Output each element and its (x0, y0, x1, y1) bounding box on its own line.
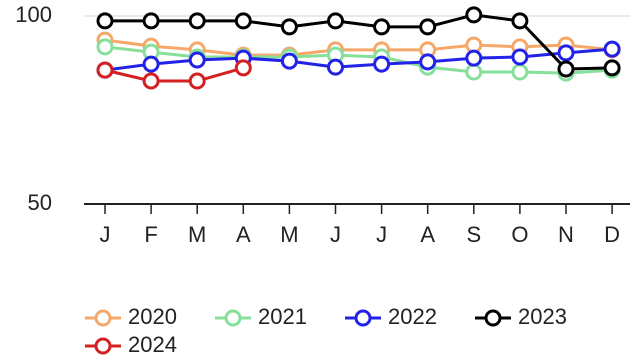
legend-label: 2020 (128, 304, 177, 329)
data-point (419, 18, 437, 36)
data-point (188, 12, 206, 30)
x-tick-label: F (144, 222, 157, 247)
series-line (104, 38, 613, 57)
data-point (188, 51, 206, 69)
data-point (557, 44, 575, 62)
legend-marker (94, 337, 112, 355)
data-point (327, 58, 344, 76)
x-tick-label: N (558, 222, 574, 247)
x-tick-label: D (604, 222, 620, 247)
x-tick-label: J (376, 222, 387, 247)
legend-marker (224, 309, 242, 327)
legend-marker (94, 309, 112, 327)
data-point (557, 60, 575, 78)
data-point (373, 18, 391, 36)
y-tick-label: 50 (28, 190, 52, 215)
x-tick-label: A (236, 222, 251, 247)
data-point (280, 18, 298, 36)
legend-marker (484, 309, 502, 327)
data-point (234, 59, 252, 77)
x-tick-label: A (420, 222, 435, 247)
legend-label: 2021 (258, 304, 307, 329)
series-line (104, 66, 244, 83)
x-tick-label: M (280, 222, 298, 247)
x-tick-label: M (188, 222, 206, 247)
data-point (465, 49, 483, 67)
x-tick-label: J (100, 222, 111, 247)
legend-label: 2024 (128, 332, 177, 357)
legend-label: 2023 (518, 304, 567, 329)
data-point (280, 52, 298, 70)
data-point (96, 61, 114, 79)
data-point (465, 63, 483, 81)
data-point (373, 55, 391, 73)
data-point (465, 6, 483, 24)
data-point (511, 48, 529, 66)
x-tick-label: S (466, 222, 481, 247)
data-point (188, 72, 206, 90)
data-point (142, 12, 160, 30)
data-point (142, 55, 160, 73)
x-tick-label: O (511, 222, 528, 247)
data-point (419, 53, 437, 71)
data-point (96, 12, 114, 30)
data-point (327, 12, 344, 30)
data-point (511, 12, 529, 30)
data-point (603, 40, 621, 58)
data-point (96, 38, 114, 56)
legend-marker (354, 309, 372, 327)
data-point (142, 72, 160, 90)
x-tick-label: J (330, 222, 341, 247)
data-point (511, 63, 529, 81)
data-point (603, 59, 621, 77)
series-line (104, 47, 613, 72)
legend-label: 2022 (388, 304, 437, 329)
y-tick-label: 100 (15, 2, 52, 27)
data-point (234, 12, 252, 30)
